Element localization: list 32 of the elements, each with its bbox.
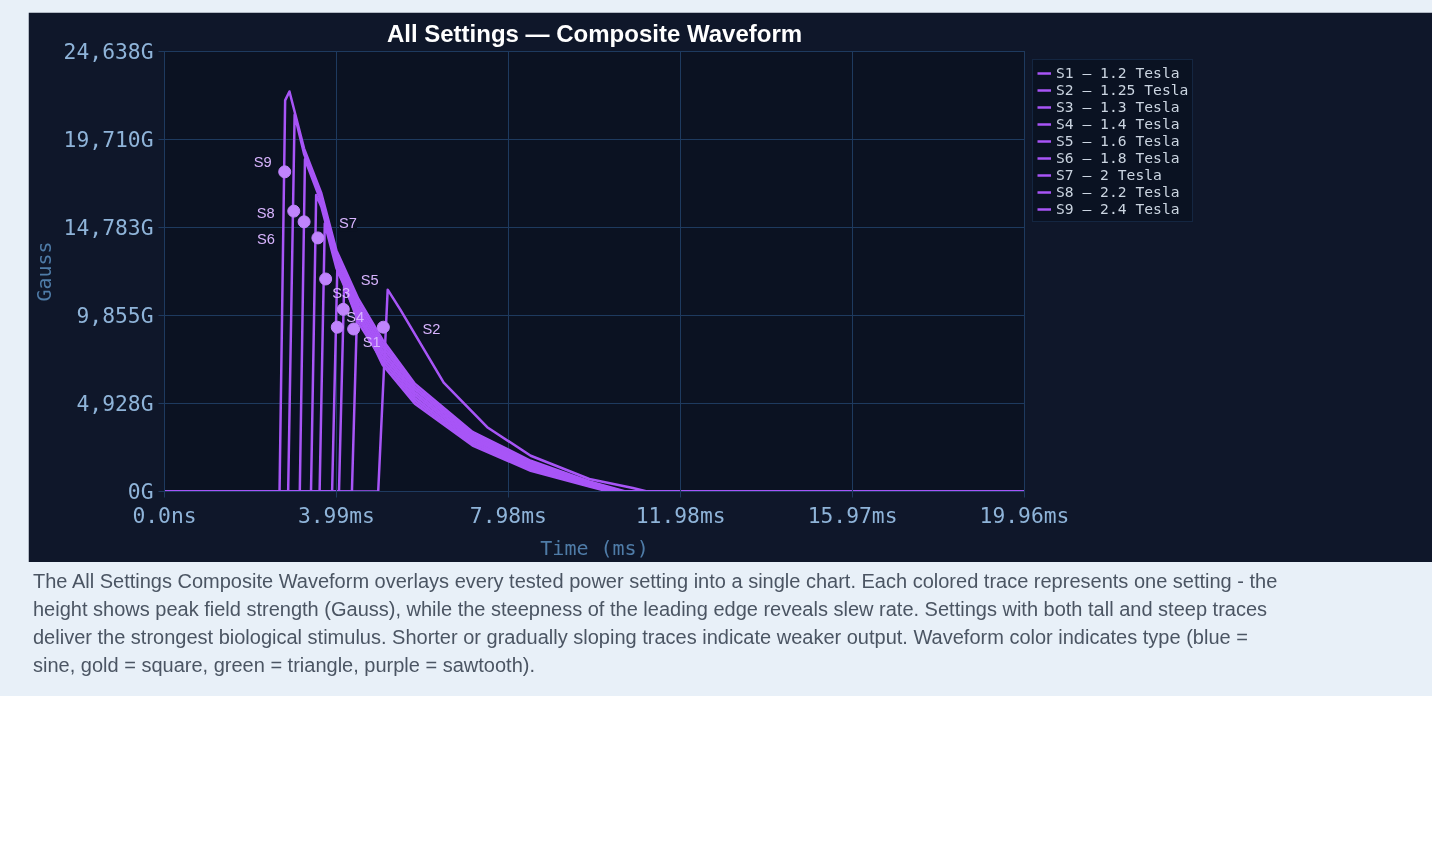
- annotation: S5: [360, 272, 379, 289]
- y-tick-label: 14,783G: [63, 215, 154, 240]
- text: The All Settings Composite Waveform overlays every tested power setting into a single chart. Each colored trace represents one setting - the height shows peak field strength (Gauss), while the steepness of the leading edge reveals slew rate. Settings with both tall and steep traces deliver the strongest biological stimulus. Shorter or gradually sloping traces indicate weaker output. Waveform color indicates type (blue = sine, gold = square, green = triangle, purple = sawtooth).: [33, 569, 1279, 678]
- x-tick-label: 0.0ns: [132, 502, 197, 528]
- x-axis-title: Time (ms): [540, 535, 649, 560]
- legend-label: S2 — 1.25 Tesla: [1056, 81, 1189, 98]
- annotation: S3: [332, 285, 351, 302]
- x-tick-label: 15.97ms: [807, 502, 898, 528]
- legend-label: S4 — 1.4 Tesla: [1056, 115, 1180, 132]
- annotation: S8: [256, 204, 275, 221]
- annotation: S7: [339, 215, 358, 232]
- x-tick-label: 19.96ms: [979, 502, 1070, 528]
- legend-label: S8 — 2.2 Tesla: [1056, 183, 1180, 200]
- annotation: S2: [422, 320, 441, 337]
- legend-label: S3 — 1.3 Tesla: [1056, 98, 1180, 115]
- legend-label: S7 — 2 Tesla: [1056, 166, 1162, 183]
- y-tick-label: 0G: [127, 479, 154, 504]
- y-tick-label: 19,710G: [63, 127, 154, 153]
- x-tick-label: 7.98ms: [469, 502, 547, 528]
- x-tick-label: 3.99ms: [297, 502, 375, 528]
- annotation: S6: [256, 231, 275, 248]
- chart-title: All Settings — Composite Waveform: [386, 19, 803, 47]
- y-tick-label: 4,928G: [76, 390, 154, 416]
- legend-label: S9 — 2.4 Tesla: [1056, 200, 1180, 217]
- y-tick-label: 24,638G: [63, 39, 154, 64]
- annotation: S9: [253, 153, 272, 170]
- y-axis-title: Gauss: [31, 241, 56, 302]
- x-tick-label: 11.98ms: [635, 502, 726, 528]
- legend-label: S5 — 1.6 Tesla: [1056, 132, 1180, 149]
- legend-label: S1 — 1.2 Tesla: [1056, 64, 1180, 81]
- legend-label: S6 — 1.8 Tesla: [1056, 149, 1180, 166]
- y-tick-label: 9,855G: [76, 303, 154, 328]
